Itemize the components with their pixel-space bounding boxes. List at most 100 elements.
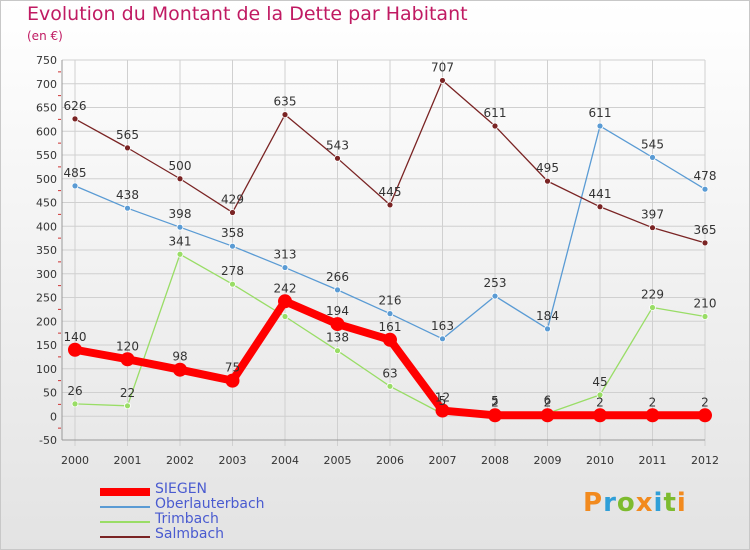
data-label-salmbach: 397 [641, 208, 664, 222]
y-tick-label: 600 [36, 125, 57, 138]
data-label-salmbach: 441 [589, 187, 612, 201]
legend-label: Salmbach [155, 526, 225, 542]
y-tick-label: 700 [36, 78, 57, 91]
logo-letter: P [583, 488, 604, 518]
point-oberlauterbach [701, 185, 709, 193]
point-siegen [540, 408, 555, 423]
data-label-siegen: 12 [435, 391, 450, 405]
y-tick-label: 250 [36, 292, 57, 305]
data-label-siegen: 2 [596, 395, 604, 409]
point-trimbach [649, 304, 656, 311]
point-salmbach [124, 144, 131, 152]
point-salmbach [491, 122, 499, 130]
point-salmbach [229, 209, 236, 216]
data-label-oberlauterbach: 313 [274, 248, 297, 262]
data-label-salmbach: 429 [221, 192, 244, 206]
grid-lines [62, 59, 706, 446]
point-oberlauterbach [124, 204, 131, 212]
chart-title: Evolution du Montant de la Dette par Hab… [27, 3, 468, 25]
data-label-salmbach: 495 [536, 161, 559, 175]
point-siegen [488, 408, 502, 423]
point-salmbach [281, 111, 289, 119]
data-labels: 4854383983583132662161632531846115454782… [64, 60, 717, 409]
point-trimbach [124, 402, 131, 410]
x-tick-label: 2000 [61, 454, 89, 467]
y-tick-labels: -50 0 50 100 150 200 250 300 350 400 450 500 550 600 6… [36, 54, 57, 447]
y-tick-label: 550 [36, 149, 57, 162]
x-tick-label: 2001 [114, 454, 142, 467]
x-tick-label: 2005 [324, 454, 352, 467]
point-oberlauterbach [596, 122, 604, 130]
point-siegen [330, 317, 345, 332]
point-siegen [645, 408, 660, 423]
data-label-trimbach: 26 [67, 384, 82, 398]
data-label-trimbach: 278 [221, 264, 244, 278]
data-label-trimbach: 45 [592, 375, 607, 389]
data-label-siegen: 2 [649, 395, 657, 409]
point-siegen [120, 352, 135, 367]
data-label-oberlauterbach: 253 [484, 276, 507, 290]
x-tick-label: 2010 [586, 454, 614, 467]
y-tick-label: 750 [36, 54, 57, 67]
x-tick-label: 2003 [219, 454, 247, 467]
point-oberlauterbach [71, 182, 79, 190]
data-label-oberlauterbach: 358 [221, 226, 244, 240]
logo-letter: i [676, 488, 687, 518]
y-tick-label: -50 [39, 434, 57, 447]
y-tick-label: 500 [36, 173, 57, 186]
point-salmbach [544, 177, 551, 185]
data-label-salmbach: 611 [484, 106, 507, 120]
data-label-oberlauterbach: 611 [589, 106, 612, 120]
data-label-oberlauterbach: 478 [694, 169, 717, 183]
legend-swatch [100, 521, 150, 523]
x-tick-label: 2004 [271, 454, 299, 467]
data-label-salmbach: 500 [169, 159, 192, 173]
data-label-salmbach: 365 [694, 223, 717, 237]
data-label-siegen: 161 [379, 320, 402, 334]
logo-letter: x [635, 488, 654, 518]
data-label-salmbach: 543 [326, 138, 349, 152]
data-label-siegen: 75 [225, 361, 240, 375]
logo-letter: t [663, 488, 677, 518]
data-label-trimbach: 5 [491, 394, 499, 408]
point-oberlauterbach [229, 242, 236, 250]
y-tick-label: 650 [36, 102, 57, 115]
y-tick-label: 350 [36, 244, 57, 257]
data-label-trimbach: 341 [169, 234, 192, 248]
data-label-oberlauterbach: 216 [379, 294, 402, 308]
point-oberlauterbach [649, 153, 656, 161]
point-salmbach [439, 77, 446, 84]
y-tick-label: 100 [36, 363, 57, 376]
x-tick-label: 2007 [429, 454, 457, 467]
point-siegen [278, 294, 292, 309]
data-label-trimbach: 6 [544, 393, 552, 407]
point-trimbach [334, 347, 341, 355]
data-label-trimbach: 138 [326, 331, 349, 345]
x-tick-label: 2011 [639, 454, 667, 467]
point-siegen [383, 332, 397, 347]
data-label-siegen: 2 [701, 395, 709, 409]
legend-label: SIEGEN [155, 481, 208, 497]
x-tick-label: 2002 [166, 454, 194, 467]
y-tick-label: 0 [50, 410, 57, 423]
point-trimbach [596, 391, 604, 399]
logo-letter: r [603, 488, 617, 518]
point-trimbach [229, 280, 236, 288]
data-label-siegen: 140 [64, 330, 87, 344]
point-oberlauterbach [386, 310, 394, 318]
data-label-trimbach: 229 [641, 287, 664, 301]
x-tick-label: 2006 [376, 454, 404, 467]
data-label-oberlauterbach: 398 [169, 207, 192, 221]
data-label-oberlauterbach: 485 [64, 166, 87, 180]
point-oberlauterbach [334, 286, 341, 294]
point-siegen [593, 408, 607, 423]
data-label-salmbach: 707 [431, 60, 454, 74]
point-salmbach [176, 175, 184, 183]
data-label-siegen: 2 [491, 395, 499, 409]
data-label-salmbach: 445 [379, 185, 402, 199]
data-label-siegen: 98 [172, 350, 187, 364]
y-tick-label: 450 [36, 197, 57, 210]
data-label-salmbach: 565 [116, 128, 139, 142]
logo-letter: o [616, 488, 636, 518]
